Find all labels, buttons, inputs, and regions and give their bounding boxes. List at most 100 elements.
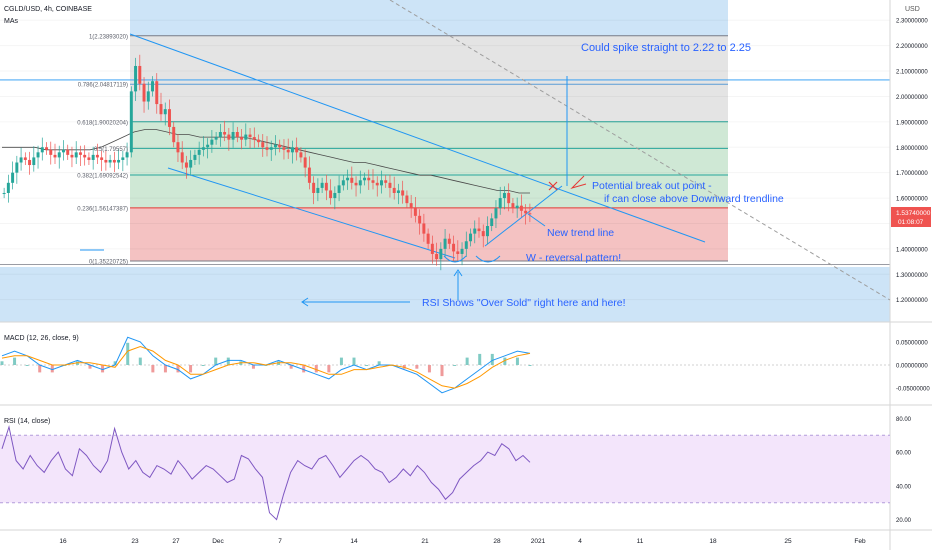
candle-body-18 bbox=[78, 152, 82, 155]
macd-hist-bar-33 bbox=[415, 365, 419, 369]
candle-body-8 bbox=[36, 152, 40, 158]
candle-body-66 bbox=[282, 147, 286, 150]
signal-line bbox=[1, 345, 531, 389]
candle-body-97 bbox=[413, 208, 417, 216]
candle-body-93 bbox=[396, 190, 400, 193]
candle-body-96 bbox=[409, 203, 413, 209]
candle-body-123 bbox=[524, 210, 528, 214]
candle-body-50 bbox=[214, 137, 218, 140]
candle-body-3 bbox=[15, 162, 19, 173]
price-label-4: 1.90000000 bbox=[896, 120, 928, 126]
candle-body-98 bbox=[418, 215, 422, 224]
annotation-w-pattern: W - reversal pattern! bbox=[526, 252, 621, 264]
candle-body-16 bbox=[70, 154, 74, 158]
candle-body-20 bbox=[87, 157, 91, 160]
fib-label-6: 0(1.35220725) bbox=[89, 260, 128, 266]
candle-body-101 bbox=[430, 243, 434, 254]
macd-hist-bar-36 bbox=[453, 365, 457, 366]
candle-body-75 bbox=[320, 182, 324, 188]
candle-body-57 bbox=[244, 134, 248, 140]
macd-hist-bar-12 bbox=[151, 365, 155, 373]
candle-body-55 bbox=[235, 132, 239, 138]
candle-body-103 bbox=[439, 248, 443, 260]
time-axis[interactable]: 16 23 27 Dec 7 14 21 28 2021 4 11 18 25 Feb bbox=[59, 538, 866, 545]
annotation-rsi-note: RSI Shows "Over Sold" right here and her… bbox=[422, 297, 626, 309]
candle-body-47 bbox=[201, 147, 205, 150]
candle-body-111 bbox=[473, 228, 477, 234]
candle-body-114 bbox=[485, 226, 489, 237]
candle-body-52 bbox=[223, 132, 227, 135]
candle-body-104 bbox=[443, 238, 447, 249]
candle-body-86 bbox=[367, 177, 371, 181]
fib-zone-upper bbox=[130, 35, 728, 122]
new-trend-line[interactable] bbox=[484, 185, 563, 247]
time-label-8: 2021 bbox=[531, 538, 546, 545]
candle-body-99 bbox=[422, 223, 426, 234]
time-label-6: 21 bbox=[421, 538, 429, 545]
price-label-2: 2.10000000 bbox=[896, 70, 928, 76]
candle-body-117 bbox=[498, 198, 502, 209]
macd-axis[interactable]: 0.05000000 0.00000000 -0.05000000 bbox=[896, 340, 930, 392]
candle-body-109 bbox=[464, 241, 468, 249]
candle-body-122 bbox=[519, 205, 523, 211]
candle-body-64 bbox=[273, 144, 277, 148]
macd-label-1: 0.00000000 bbox=[896, 364, 928, 370]
macd-hist-bar-29 bbox=[365, 365, 369, 366]
channel-lower-line[interactable] bbox=[167, 167, 456, 259]
downward-trendline[interactable] bbox=[129, 33, 706, 243]
candle-body-76 bbox=[324, 182, 328, 191]
macd-hist-bar-9 bbox=[113, 361, 117, 365]
candle-body-70 bbox=[299, 152, 303, 158]
macd-hist-bar-39 bbox=[490, 353, 494, 365]
long-dashed-trendline[interactable] bbox=[389, 0, 891, 301]
candle-body-113 bbox=[481, 231, 485, 237]
candle-body-29 bbox=[125, 152, 129, 158]
macd-hist-bar-35 bbox=[440, 365, 444, 377]
candle-body-42 bbox=[180, 152, 184, 163]
rsi-axis[interactable]: 80.00 60.00 40.00 20.00 bbox=[896, 417, 912, 524]
candle-body-12 bbox=[53, 154, 57, 158]
candle-body-59 bbox=[252, 137, 256, 140]
candle-body-37 bbox=[159, 104, 163, 115]
candle-body-90 bbox=[384, 180, 388, 183]
rsi-title[interactable]: RSI (14, close) bbox=[4, 418, 50, 425]
candle-body-71 bbox=[303, 157, 307, 168]
target-zone-top bbox=[130, 0, 728, 36]
macd-hist-bar-11 bbox=[138, 357, 142, 365]
candle-body-19 bbox=[83, 154, 87, 158]
price-badge-value: 1.53740000 bbox=[896, 210, 931, 217]
price-label-5: 1.80000000 bbox=[896, 146, 928, 152]
macd-hist-bar-24 bbox=[302, 365, 306, 373]
candle-body-107 bbox=[456, 251, 460, 254]
fib-label-2: 0.618(1.90020204) bbox=[77, 120, 128, 126]
time-label-4: 7 bbox=[278, 538, 282, 545]
candle-body-69 bbox=[295, 147, 299, 153]
macd-title[interactable]: MACD (12, 26, close, 9) bbox=[4, 335, 79, 342]
candle-body-10 bbox=[45, 147, 49, 150]
candle-body-77 bbox=[329, 190, 333, 199]
candle-body-24 bbox=[104, 159, 108, 163]
candle-body-53 bbox=[227, 134, 231, 140]
annotation-spike: Could spike straight to 2.22 to 2.25 bbox=[581, 42, 751, 54]
candle-body-5 bbox=[23, 157, 27, 160]
candle-body-95 bbox=[405, 195, 409, 204]
time-label-3: Dec bbox=[212, 538, 224, 545]
candle-body-33 bbox=[142, 83, 146, 102]
ma-path bbox=[2, 129, 530, 194]
price-badge-timer: 01:08:07 bbox=[898, 219, 924, 226]
macd-hist-bar-37 bbox=[465, 357, 469, 365]
macd-hist-bar-34 bbox=[427, 365, 431, 373]
candle-body-34 bbox=[146, 91, 150, 102]
macd-hist-bar-20 bbox=[251, 365, 255, 369]
candle-body-118 bbox=[502, 192, 506, 199]
macd-hist-bar-41 bbox=[515, 357, 519, 365]
macd-hist-bar-28 bbox=[352, 357, 356, 365]
currency-label[interactable]: USD bbox=[905, 6, 920, 13]
candle-body-58 bbox=[248, 134, 252, 138]
macd-hist-bar-38 bbox=[478, 353, 482, 365]
candle-body-63 bbox=[269, 147, 273, 150]
candle-body-67 bbox=[286, 149, 290, 153]
indicator-label[interactable]: MAs bbox=[4, 18, 19, 25]
candle-body-43 bbox=[184, 162, 188, 168]
rsi-pointer-arrow-icon bbox=[453, 269, 463, 277]
